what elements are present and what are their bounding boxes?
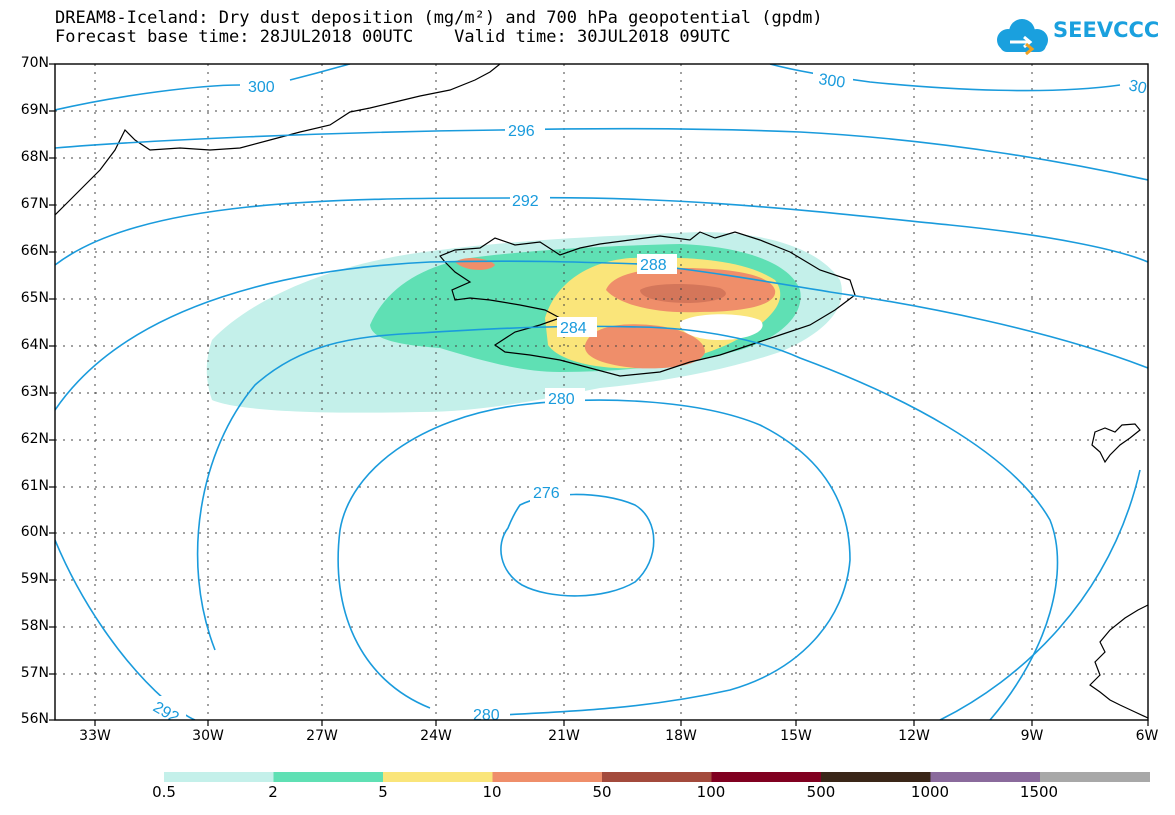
contour-label: 30 [1127, 77, 1148, 97]
contour-labels: 300 300 30 296 292 288 284 280 276 292 2… [150, 68, 1148, 724]
contour-300-west [55, 84, 241, 111]
lat-label: 68N [20, 149, 49, 165]
lon-label: 27W [306, 728, 338, 744]
contour-label: 300 [248, 79, 275, 96]
lat-label: 65N [20, 290, 49, 306]
contour-label: 292 [512, 193, 539, 210]
lon-label: 6W [1135, 728, 1159, 744]
colorbar-label: 5 [378, 783, 388, 801]
lon-label: 21W [548, 728, 580, 744]
contour-300-mid [289, 64, 351, 81]
lat-label: 58N [20, 618, 49, 634]
contour-label: 280 [548, 391, 575, 408]
lat-label: 61N [20, 478, 49, 494]
colorbar-label: 50 [592, 783, 612, 801]
colorbar-swatch [930, 772, 1041, 782]
colorbar [164, 772, 1150, 782]
contour-276 [500, 493, 655, 597]
lat-label: 62N [20, 431, 49, 447]
colorbar-swatch [821, 772, 931, 782]
colorbar-label: 100 [696, 783, 726, 801]
contour-280 [337, 399, 851, 717]
contour-288-southeast [939, 469, 1141, 720]
colorbar-swatch [602, 772, 712, 782]
lat-label: 67N [20, 196, 49, 212]
colorbar-label: 2 [268, 783, 278, 801]
logo-text: SEEVCCC [1053, 18, 1160, 42]
colorbar-swatch [1040, 772, 1150, 782]
contour-284 [196, 325, 1059, 720]
colorbar-swatch [492, 772, 603, 782]
dust-clear-patch [679, 314, 763, 340]
dust-level-10 [584, 324, 705, 369]
colorbar-swatch [711, 772, 822, 782]
lon-label: 24W [420, 728, 452, 744]
lat-label: 70N [20, 55, 49, 71]
seevccc-logo [997, 19, 1048, 56]
lon-label: 15W [780, 728, 812, 744]
lat-label: 63N [20, 384, 49, 400]
greenland-coastline [55, 64, 501, 216]
contour-label: 284 [560, 320, 587, 337]
colorbar-swatch [383, 772, 493, 782]
lon-label: 12W [898, 728, 930, 744]
axis-ticks [49, 63, 1149, 726]
iceland-coastline [439, 231, 856, 377]
lon-label: 30W [192, 728, 224, 744]
colorbar-swatch [164, 772, 274, 782]
dust-deposition-field [206, 232, 842, 413]
faroe-islands [1091, 423, 1141, 464]
contour-296 [55, 127, 1148, 181]
dust-level-50 [640, 284, 726, 303]
lon-label: 18W [665, 728, 697, 744]
contour-292 [55, 196, 1148, 266]
lat-label: 64N [20, 337, 49, 353]
lat-label: 60N [20, 524, 49, 540]
dust-level-10 [606, 268, 776, 313]
lat-label: 56N [20, 711, 49, 727]
lat-label: 59N [20, 571, 49, 587]
contour-label: 280 [473, 707, 500, 724]
lat-label: 66N [20, 243, 49, 259]
map-title: DREAM8-Iceland: Dry dust deposition (mg/… [55, 8, 823, 28]
contour-292-south [55, 539, 196, 720]
contour-label: 296 [508, 123, 535, 140]
scotland-coastline [1089, 604, 1148, 719]
colorbar-label: 500 [806, 783, 836, 801]
colorbar-label: 1000 [910, 783, 950, 801]
forecast-times: Forecast base time: 28JUL2018 00UTC Vali… [55, 27, 731, 47]
contour-label: 300 [817, 71, 846, 92]
lon-label: 33W [79, 728, 111, 744]
cloud-icon [997, 19, 1048, 56]
contour-label: 276 [533, 485, 560, 502]
contour-label: 288 [640, 257, 667, 274]
contour-288 [55, 260, 1148, 411]
map-frame [54, 63, 1149, 721]
colorbar-swatch [273, 772, 384, 782]
colorbar-label: 0.5 [152, 783, 176, 801]
lat-label: 57N [20, 665, 49, 681]
colorbar-label: 10 [482, 783, 502, 801]
colorbar-label: 1500 [1019, 783, 1059, 801]
lon-label: 9W [1020, 728, 1044, 744]
contour-300-east [769, 64, 1121, 92]
coastlines [55, 64, 1148, 719]
lat-label: 69N [20, 102, 49, 118]
